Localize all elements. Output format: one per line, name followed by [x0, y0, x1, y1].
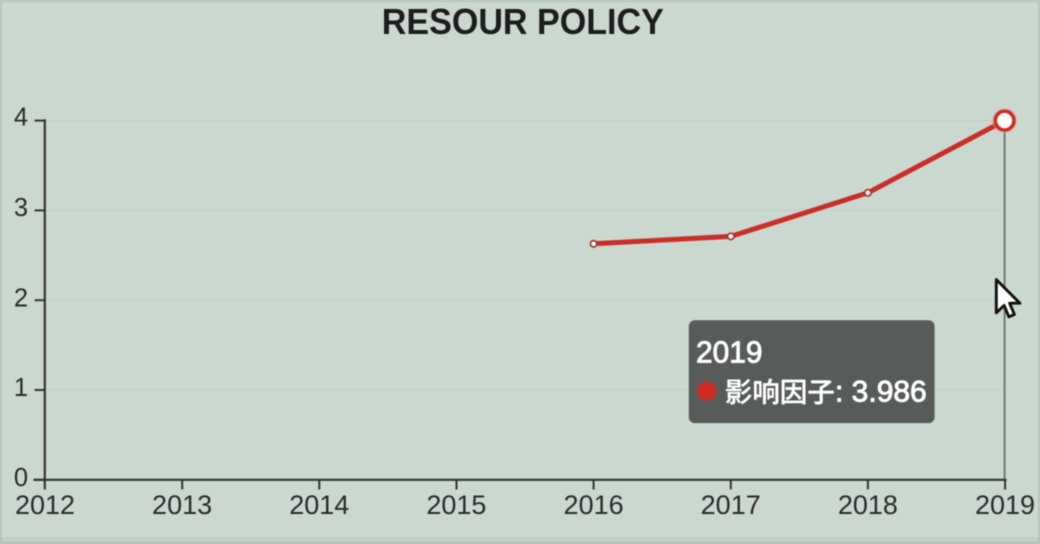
svg-text:2016: 2016	[564, 490, 624, 520]
svg-text:2018: 2018	[838, 490, 898, 520]
svg-text:2: 2	[14, 284, 28, 312]
svg-text:3: 3	[14, 194, 28, 222]
svg-text:1: 1	[14, 374, 28, 402]
svg-text:2012: 2012	[15, 490, 75, 520]
svg-text:2015: 2015	[426, 490, 486, 520]
svg-text:2019: 2019	[975, 490, 1035, 520]
svg-text:RESOUR POLICY: RESOUR POLICY	[382, 1, 664, 42]
svg-text:2017: 2017	[701, 490, 761, 520]
svg-text:2019: 2019	[696, 334, 763, 369]
svg-text:4: 4	[14, 104, 28, 132]
svg-text:2013: 2013	[152, 490, 212, 520]
svg-text:2014: 2014	[289, 490, 349, 520]
svg-text:: 3.986: : 3.986	[835, 376, 927, 409]
svg-text:0: 0	[14, 464, 28, 492]
